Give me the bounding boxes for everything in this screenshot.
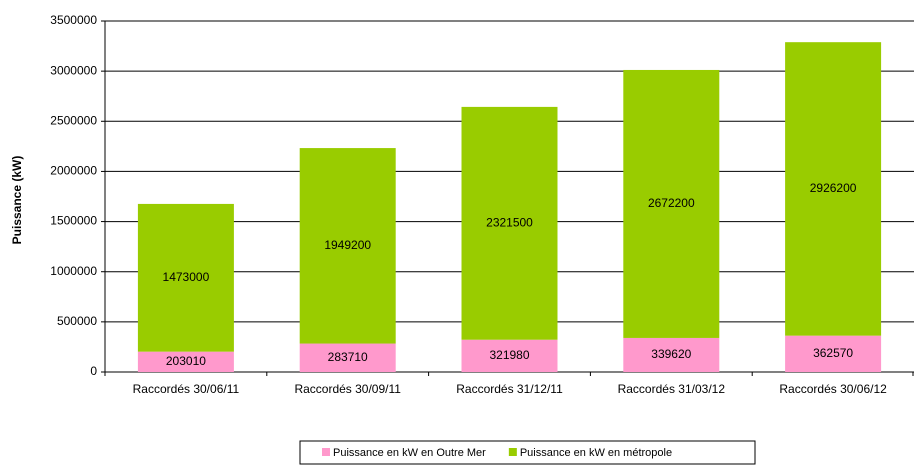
data-label: 2321500	[486, 215, 533, 229]
bar-segment	[299, 343, 396, 372]
bar-segment	[785, 42, 882, 336]
y-tick-label: 1500000	[50, 214, 97, 228]
data-label: 2926200	[810, 181, 857, 195]
data-label: 1949200	[324, 238, 371, 252]
legend-box	[299, 440, 756, 465]
bar-segment	[299, 148, 396, 344]
legend-label: Puissance en kW en métropole	[520, 447, 672, 459]
bar-segment	[137, 351, 234, 372]
y-axis-title: Puissance (kW)	[10, 156, 24, 245]
data-label: 1473000	[163, 270, 210, 284]
legend-label: Puissance en kW en Outre Mer	[333, 447, 486, 459]
y-tick-label: 1000000	[50, 264, 97, 278]
bar-segment	[623, 69, 720, 338]
data-label: 203010	[166, 354, 206, 368]
legend-swatch	[508, 448, 517, 456]
data-label: 283710	[328, 350, 368, 364]
y-tick-label: 3000000	[50, 63, 97, 77]
y-tick-label: 2500000	[50, 113, 97, 127]
x-tick-label: Raccordés 31/03/12	[618, 382, 726, 396]
x-tick-label: Raccordés 30/09/11	[294, 382, 401, 396]
data-label: 339620	[651, 347, 691, 361]
y-tick-label: 3500000	[50, 13, 97, 27]
bar-segment	[137, 203, 234, 352]
x-tick-label: Raccordés 30/06/11	[133, 382, 240, 396]
bar-segment	[461, 339, 558, 372]
y-tick-label: 500000	[57, 314, 97, 328]
data-label: 2672200	[648, 196, 695, 210]
legend-swatch	[322, 448, 330, 456]
y-tick-label: 2000000	[50, 164, 97, 178]
bar-segment	[785, 335, 882, 372]
x-tick-label: Raccordés 30/06/12	[779, 382, 887, 396]
y-tick-label: 0	[90, 364, 97, 378]
x-tick-label: Raccordés 31/12/11	[456, 382, 563, 396]
data-label: 321980	[489, 348, 529, 362]
data-label: 362570	[813, 346, 853, 360]
bar-segment	[461, 106, 558, 340]
bar-segment	[623, 337, 720, 372]
